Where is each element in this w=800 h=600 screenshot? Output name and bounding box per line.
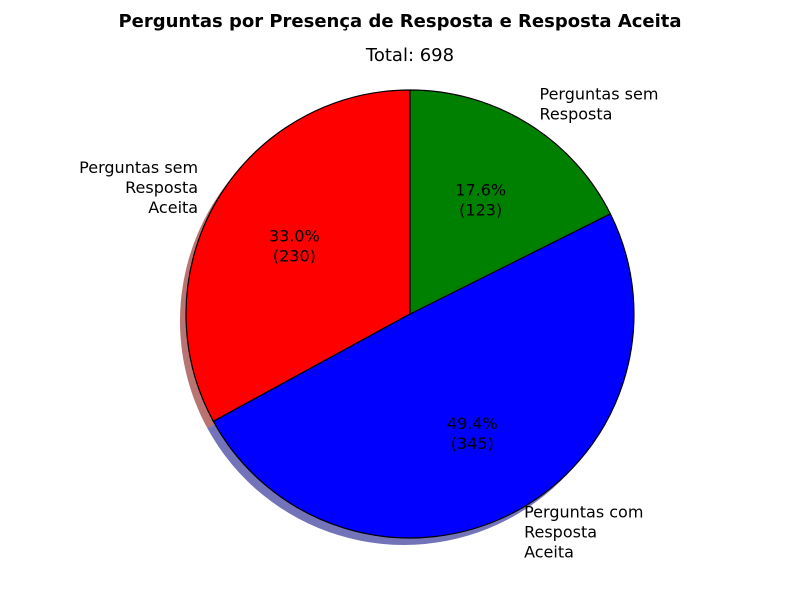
slice-label-perguntas-sem-resposta-aceita-line-1: Perguntas sem — [79, 158, 198, 177]
pie-slices — [185, 89, 635, 539]
slice-percent-perguntas-sem-resposta-aceita: 33.0% — [269, 226, 320, 245]
slice-label-perguntas-com-resposta-aceita-line-1: Perguntas com — [524, 502, 643, 521]
slice-label-perguntas-sem-resposta-line-1: Perguntas sem — [540, 84, 659, 103]
slice-count-perguntas-sem-resposta: (123) — [459, 201, 502, 220]
pie-labels: 33.0%(230)Perguntas semRespostaAceita49.… — [79, 84, 658, 561]
slice-label-perguntas-sem-resposta-aceita-line-2: Resposta — [125, 178, 198, 197]
chart-title: Perguntas por Presença de Resposta e Res… — [118, 11, 681, 32]
slice-percent-perguntas-sem-resposta: 17.6% — [455, 181, 506, 200]
slice-count-perguntas-com-resposta-aceita: (345) — [451, 434, 494, 453]
slice-label-perguntas-sem-resposta-line-2: Resposta — [540, 104, 613, 123]
slice-perguntas-sem-resposta — [409, 89, 611, 315]
slice-label-perguntas-sem-resposta-aceita-line-3: Aceita — [148, 198, 198, 217]
slice-label-perguntas-com-resposta-aceita-line-3: Aceita — [524, 542, 574, 561]
slice-percent-perguntas-com-resposta-aceita: 49.4% — [447, 414, 498, 433]
chart-subtitle: Total: 698 — [365, 45, 454, 66]
slice-perguntas-com-resposta-aceita — [212, 213, 635, 539]
slice-label-perguntas-com-resposta-aceita-line-2: Resposta — [524, 522, 597, 541]
slice-perguntas-sem-resposta-aceita — [185, 89, 411, 422]
slice-count-perguntas-sem-resposta-aceita: (230) — [273, 246, 316, 265]
